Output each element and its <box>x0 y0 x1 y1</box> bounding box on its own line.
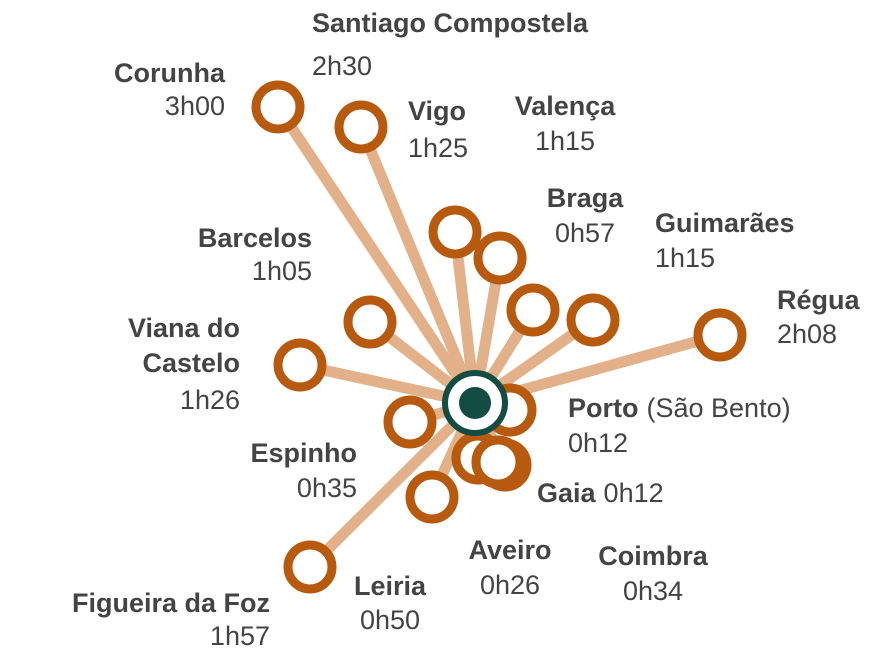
stations <box>251 80 747 594</box>
station <box>405 470 459 524</box>
name-line: Castelo <box>142 348 240 378</box>
name-line: Porto <box>568 393 639 423</box>
station <box>334 100 388 154</box>
travel-time: 0h12 <box>604 478 664 508</box>
station-name: Gaia 0h12 <box>537 478 664 508</box>
travel-time: 0h57 <box>555 218 615 248</box>
station-name: Viana do Castelo <box>128 313 240 378</box>
station <box>471 435 525 489</box>
travel-time: 1h25 <box>408 133 468 163</box>
travel-time: 0h50 <box>360 605 420 635</box>
station <box>343 295 397 349</box>
name-line: Leiria <box>354 571 427 601</box>
name-line: Santiago Compostela <box>312 8 589 38</box>
travel-time: 1h26 <box>180 385 240 415</box>
station <box>273 338 327 392</box>
name-line: Valença <box>515 91 617 121</box>
station-name: Braga <box>547 183 625 213</box>
name-line: Barcelos <box>198 223 312 253</box>
travel-time: 0h35 <box>297 473 357 503</box>
station <box>566 293 620 347</box>
travel-time: 1h05 <box>252 256 312 286</box>
station-name: Porto (São Bento) <box>568 393 791 423</box>
station-name: Leiria <box>354 571 427 601</box>
station <box>693 308 747 362</box>
name-line: Guimarães <box>655 208 795 238</box>
station-name: Espinho <box>251 438 358 468</box>
travel-time: 3h00 <box>165 91 225 121</box>
station-name: Vigo <box>408 96 466 126</box>
station-name: Coimbra <box>598 541 709 571</box>
station-name: Corunha <box>114 58 226 88</box>
name-line: Régua <box>777 285 861 315</box>
name-line: Vigo <box>408 96 466 126</box>
station-name: Barcelos <box>198 223 312 253</box>
name-line: Espinho <box>251 438 358 468</box>
travel-time: 1h57 <box>210 621 270 651</box>
travel-time: 1h15 <box>655 243 715 273</box>
link <box>273 103 480 407</box>
station-name: Santiago Compostela <box>312 8 589 38</box>
name-line: Figueira da Foz <box>72 588 270 618</box>
station <box>506 283 560 337</box>
name-line: Aveiro <box>468 535 551 565</box>
link <box>355 124 481 406</box>
station-name: Aveiro <box>468 535 551 565</box>
hub <box>442 370 508 436</box>
travel-time: 0h12 <box>568 428 628 458</box>
station-name: Guimarães <box>655 208 795 238</box>
travel-time: 2h08 <box>777 319 837 349</box>
station <box>428 205 482 259</box>
station <box>383 395 437 449</box>
name-line: Gaia <box>537 478 597 508</box>
travel-time: 0h26 <box>480 570 540 600</box>
travel-time: 1h15 <box>535 126 595 156</box>
name-line: Corunha <box>114 58 226 88</box>
station-note: (São Bento) <box>647 393 791 423</box>
travel-time: 0h34 <box>623 576 683 606</box>
name-line: Coimbra <box>598 541 709 571</box>
station <box>473 231 527 285</box>
travel-time: 2h30 <box>312 51 372 81</box>
hub-dot <box>459 387 491 419</box>
link <box>306 399 479 571</box>
station-name: Valença <box>515 91 617 121</box>
name-line: Braga <box>547 183 625 213</box>
station-name: Figueira da Foz <box>72 588 270 618</box>
station-name: Régua <box>777 285 861 315</box>
station <box>283 540 337 594</box>
station <box>251 80 305 134</box>
name-line: Viana do <box>128 313 240 343</box>
